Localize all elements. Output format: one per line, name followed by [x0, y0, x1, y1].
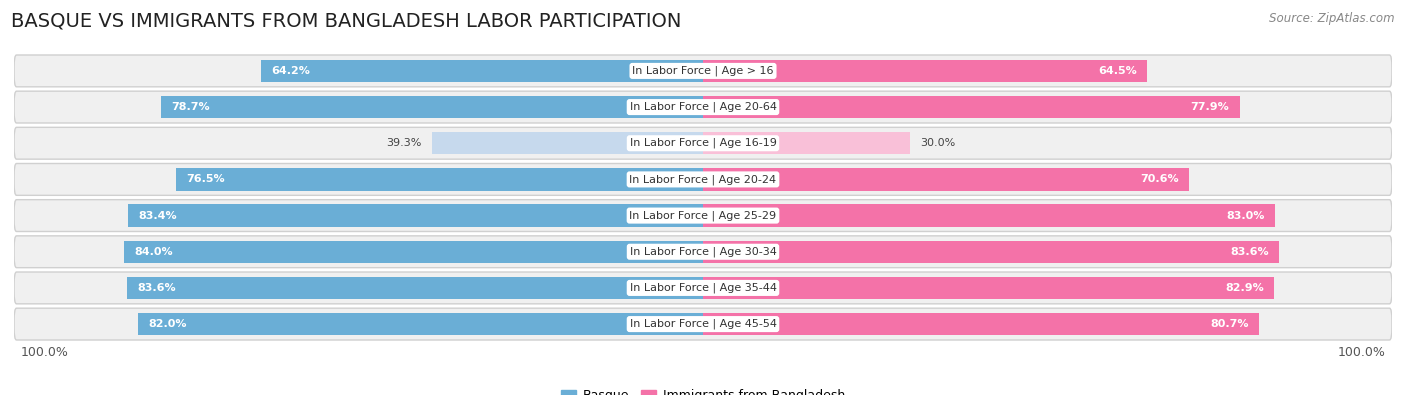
Text: In Labor Force | Age 16-19: In Labor Force | Age 16-19	[630, 138, 776, 149]
Bar	[128, 204, 703, 227]
FancyBboxPatch shape	[14, 272, 1392, 304]
Text: Source: ZipAtlas.com: Source: ZipAtlas.com	[1270, 12, 1395, 25]
Text: 70.6%: 70.6%	[1140, 175, 1180, 184]
Text: 80.7%: 80.7%	[1211, 319, 1249, 329]
Bar	[160, 96, 703, 118]
Bar	[124, 241, 703, 263]
Text: In Labor Force | Age 45-54: In Labor Force | Age 45-54	[630, 319, 776, 329]
Bar	[703, 60, 1147, 82]
Text: 64.2%: 64.2%	[271, 66, 309, 76]
Bar	[703, 313, 1258, 335]
Text: 76.5%: 76.5%	[186, 175, 225, 184]
FancyBboxPatch shape	[14, 91, 1392, 123]
Text: In Labor Force | Age > 16: In Labor Force | Age > 16	[633, 66, 773, 76]
Bar	[176, 168, 703, 191]
Text: 82.9%: 82.9%	[1225, 283, 1264, 293]
Text: 84.0%: 84.0%	[135, 247, 173, 257]
FancyBboxPatch shape	[14, 127, 1392, 159]
Text: In Labor Force | Age 20-24: In Labor Force | Age 20-24	[630, 174, 776, 185]
Text: 100.0%: 100.0%	[1337, 346, 1385, 359]
FancyBboxPatch shape	[14, 236, 1392, 268]
FancyBboxPatch shape	[14, 164, 1392, 196]
Bar	[703, 168, 1189, 191]
Bar	[703, 204, 1275, 227]
Bar	[703, 96, 1240, 118]
Text: 83.0%: 83.0%	[1226, 211, 1264, 220]
Text: 77.9%: 77.9%	[1191, 102, 1229, 112]
Bar	[138, 313, 703, 335]
Bar	[432, 132, 703, 154]
Text: 30.0%: 30.0%	[920, 138, 955, 148]
Text: In Labor Force | Age 20-64: In Labor Force | Age 20-64	[630, 102, 776, 112]
Bar	[703, 241, 1279, 263]
Text: In Labor Force | Age 30-34: In Labor Force | Age 30-34	[630, 246, 776, 257]
FancyBboxPatch shape	[14, 308, 1392, 340]
Text: 64.5%: 64.5%	[1098, 66, 1137, 76]
FancyBboxPatch shape	[14, 55, 1392, 87]
Text: In Labor Force | Age 25-29: In Labor Force | Age 25-29	[630, 210, 776, 221]
Text: 83.4%: 83.4%	[139, 211, 177, 220]
Text: 83.6%: 83.6%	[1230, 247, 1268, 257]
Text: 100.0%: 100.0%	[21, 346, 69, 359]
Legend: Basque, Immigrants from Bangladesh: Basque, Immigrants from Bangladesh	[557, 384, 849, 395]
Bar	[127, 277, 703, 299]
FancyBboxPatch shape	[14, 199, 1392, 231]
Text: BASQUE VS IMMIGRANTS FROM BANGLADESH LABOR PARTICIPATION: BASQUE VS IMMIGRANTS FROM BANGLADESH LAB…	[11, 12, 682, 31]
Text: 78.7%: 78.7%	[172, 102, 209, 112]
Text: 82.0%: 82.0%	[149, 319, 187, 329]
Text: In Labor Force | Age 35-44: In Labor Force | Age 35-44	[630, 283, 776, 293]
Text: 39.3%: 39.3%	[387, 138, 422, 148]
Text: 83.6%: 83.6%	[138, 283, 176, 293]
Bar	[703, 277, 1274, 299]
Bar	[703, 132, 910, 154]
Bar	[260, 60, 703, 82]
